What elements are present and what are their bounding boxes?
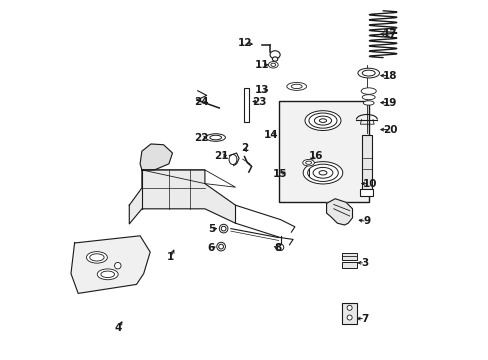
Text: 5: 5: [207, 224, 215, 234]
Text: 17: 17: [382, 29, 397, 39]
Text: 21: 21: [213, 150, 228, 161]
Text: 8: 8: [273, 243, 281, 253]
Ellipse shape: [362, 70, 374, 76]
Ellipse shape: [305, 161, 311, 164]
Text: 10: 10: [362, 179, 376, 189]
Ellipse shape: [308, 113, 336, 128]
Text: 18: 18: [382, 71, 397, 81]
Ellipse shape: [302, 159, 314, 166]
Ellipse shape: [318, 171, 326, 175]
FancyBboxPatch shape: [244, 88, 248, 122]
Polygon shape: [129, 170, 235, 224]
Ellipse shape: [363, 101, 373, 105]
Text: 12: 12: [238, 38, 252, 48]
Text: 1: 1: [167, 252, 174, 262]
Polygon shape: [140, 144, 172, 170]
Ellipse shape: [228, 154, 237, 165]
Ellipse shape: [97, 269, 118, 280]
FancyBboxPatch shape: [360, 189, 373, 196]
Text: 19: 19: [382, 98, 397, 108]
Bar: [342, 303, 356, 324]
Ellipse shape: [269, 51, 280, 59]
Text: 24: 24: [194, 96, 208, 107]
Polygon shape: [71, 236, 150, 293]
Ellipse shape: [205, 134, 225, 141]
Ellipse shape: [291, 84, 302, 89]
Ellipse shape: [219, 224, 227, 233]
Ellipse shape: [307, 164, 338, 181]
Ellipse shape: [218, 244, 223, 249]
Ellipse shape: [346, 305, 351, 310]
Bar: [341, 253, 356, 260]
Text: 15: 15: [272, 168, 286, 179]
Text: 6: 6: [207, 243, 215, 253]
Ellipse shape: [272, 57, 277, 61]
Text: 4: 4: [115, 323, 122, 333]
Ellipse shape: [314, 116, 331, 125]
Text: 2: 2: [241, 143, 247, 153]
Ellipse shape: [101, 271, 114, 278]
Ellipse shape: [221, 226, 225, 231]
Polygon shape: [326, 199, 352, 225]
Bar: [341, 262, 356, 268]
Text: 3: 3: [361, 258, 368, 268]
Text: 11: 11: [254, 60, 268, 70]
Ellipse shape: [268, 62, 278, 68]
Ellipse shape: [361, 88, 375, 94]
Ellipse shape: [114, 262, 121, 269]
Ellipse shape: [303, 162, 342, 184]
Ellipse shape: [357, 68, 379, 78]
Ellipse shape: [270, 63, 275, 66]
Ellipse shape: [216, 242, 225, 251]
Ellipse shape: [362, 95, 374, 100]
Text: 22: 22: [194, 132, 208, 143]
Text: 20: 20: [382, 125, 397, 135]
Text: 13: 13: [254, 85, 268, 95]
Ellipse shape: [277, 244, 283, 251]
Ellipse shape: [286, 82, 306, 90]
Ellipse shape: [319, 119, 326, 122]
Ellipse shape: [89, 254, 104, 261]
Bar: [278, 101, 368, 202]
Ellipse shape: [305, 111, 340, 130]
FancyBboxPatch shape: [361, 135, 371, 191]
Text: 14: 14: [264, 130, 278, 140]
Text: 7: 7: [361, 314, 368, 324]
Ellipse shape: [312, 167, 332, 178]
Text: 16: 16: [308, 150, 323, 161]
Text: 23: 23: [251, 96, 265, 107]
Ellipse shape: [86, 252, 107, 263]
Text: 9: 9: [363, 216, 370, 226]
Ellipse shape: [209, 135, 221, 140]
Ellipse shape: [346, 315, 351, 320]
